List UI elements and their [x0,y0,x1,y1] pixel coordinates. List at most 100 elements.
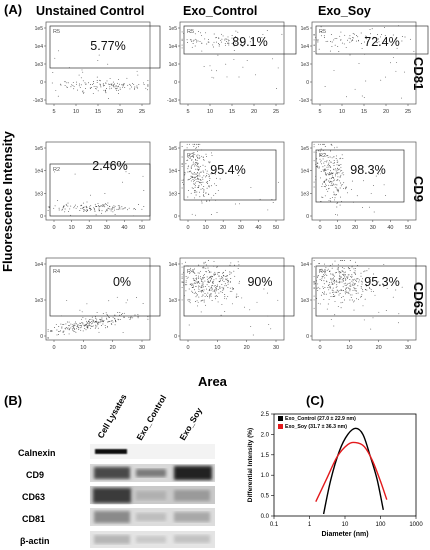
event-dot [211,288,213,290]
event-dot [217,296,219,298]
event-dot [338,291,340,293]
event-dot [338,278,340,280]
x-tick-label: 20 [251,109,257,115]
event-dot [203,276,205,278]
event-dot [353,268,355,270]
event-dot [224,283,226,285]
event-dot [105,209,107,211]
event-dot [208,162,210,164]
event-dot [320,26,322,28]
event-dot [339,278,341,280]
event-dot [224,285,226,287]
y-axis-title-fluorescence: Fluorescence Intensity [0,131,15,272]
event-dot [219,178,221,180]
event-dot [270,328,272,330]
event-dot [318,274,319,276]
event-dot [218,292,220,294]
event-dot [356,195,358,197]
event-dot [277,299,279,301]
event-dot [318,263,320,265]
event-dot [193,180,195,182]
event-dot [346,276,348,278]
event-dot [224,311,226,313]
event-dot [123,317,125,318]
event-dot [342,286,344,288]
event-dot [110,323,112,324]
event-dot [212,283,214,285]
event-dot [86,209,88,211]
event-dot [147,316,149,318]
event-dot [329,287,331,289]
event-dot [323,35,325,37]
event-dot [88,323,90,325]
lane-label-cell-lysates: Cell Lysates [95,392,129,440]
event-dot [338,51,340,52]
x-tick-label: 30 [370,225,376,231]
event-dot [104,203,106,205]
event-dot [104,206,106,208]
event-dot [198,168,200,170]
event-dot [336,190,338,192]
event-dot [137,316,139,318]
event-dot [195,163,196,165]
event-dot [397,322,399,324]
x-tick-label: 0 [52,345,55,351]
event-dot [190,172,192,174]
event-dot [346,287,347,289]
event-dot [101,317,103,319]
event-dot [66,321,68,323]
event-dot [246,60,248,62]
event-dot [313,34,315,36]
event-dot [220,314,222,316]
event-dot [349,268,351,269]
event-dot [198,291,200,293]
event-dots [51,50,149,99]
event-dots [313,143,387,216]
event-dot [238,264,240,266]
x-tick-label: 0 [52,225,55,231]
x-tick-label: 10 [335,225,341,231]
event-dot [61,327,63,329]
event-dot [76,81,77,83]
band-label-beta-actin: β-actin [20,536,50,546]
event-dot [221,38,223,40]
event-dot [102,323,104,325]
event-dot [62,207,64,209]
gate-rectangle [315,265,427,317]
event-dot [73,323,75,325]
event-dot [208,277,210,279]
event-dot [330,173,332,174]
event-dot [320,177,321,179]
event-dot [337,167,339,169]
event-dot [221,286,223,288]
event-dot [320,148,322,150]
event-dot [211,155,213,157]
panel-label-a: (A) [4,2,23,17]
event-dot [272,58,274,60]
event-dot [361,283,363,285]
event-dot [332,172,334,174]
event-dot [342,296,344,298]
event-dot [313,281,315,283]
event-dot [413,50,415,52]
event-dot [198,272,200,274]
event-dot [326,275,328,276]
event-dot [137,317,139,319]
event-dot [90,208,92,210]
event-dot [336,285,338,287]
event-dot [188,324,190,326]
event-dot [206,288,207,290]
event-dot [336,289,338,291]
event-dot [59,330,61,332]
event-dot [373,36,375,38]
event-dot [128,83,130,85]
event-dot [349,279,351,281]
event-dot [143,84,145,85]
event-dot [198,287,199,289]
event-dot [350,297,352,299]
event-dot [219,287,221,289]
event-dot [211,169,213,171]
event-dot [229,264,231,266]
event-dot [324,195,326,197]
